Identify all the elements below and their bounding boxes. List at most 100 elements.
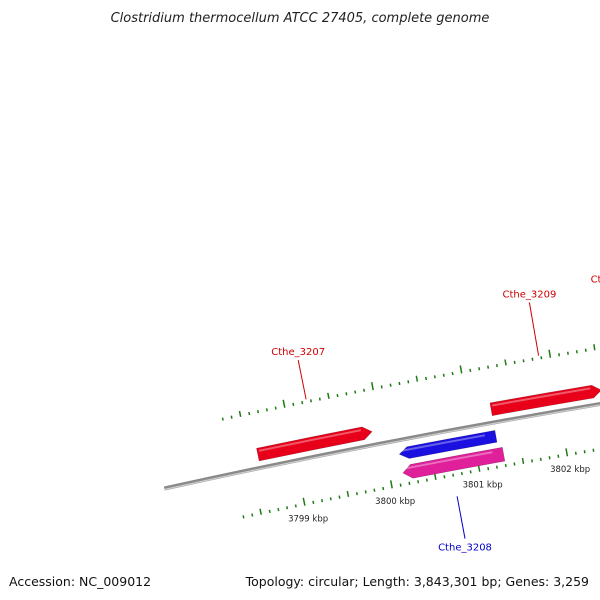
- genome-backbone: [163, 402, 600, 491]
- outer-ring-minor-tick: [575, 350, 578, 354]
- outer-ring-minor-tick: [363, 388, 366, 392]
- gene-arrow[interactable]: [402, 446, 506, 479]
- outer-ring-minor-tick: [301, 400, 304, 405]
- outer-ring-minor-tick: [354, 390, 357, 394]
- inner-ring-minor-tick: [364, 490, 367, 494]
- outer-ring-minor-tick: [345, 392, 348, 396]
- inner-ring-minor-tick: [548, 456, 551, 460]
- inner-ring-major-tick: [389, 480, 393, 489]
- outer-ring-major-tick: [548, 349, 552, 358]
- outer-ring-major-tick: [459, 365, 463, 374]
- inner-ring-minor-tick: [531, 459, 534, 463]
- outer-ring-minor-tick: [478, 367, 481, 371]
- outer-ring-minor-tick: [389, 383, 392, 387]
- inner-ring-minor-tick: [346, 490, 350, 497]
- kbp-tick-label: 3799 kbp: [288, 514, 328, 524]
- gene-arrow-cthe_3208[interactable]: [398, 430, 498, 459]
- outer-ring-minor-tick: [398, 381, 401, 386]
- outer-ring-minor-tick: [415, 375, 419, 382]
- inner-ring-minor-tick: [320, 499, 324, 503]
- gene-features: [256, 384, 600, 479]
- inner-ring-minor-tick: [286, 506, 289, 510]
- inner-ring-minor-tick: [513, 462, 516, 466]
- inner-ring-minor-tick: [417, 480, 420, 484]
- outer-ring-minor-tick: [292, 402, 295, 407]
- outer-ring-minor-tick: [318, 397, 321, 401]
- outer-ring-minor-tick: [558, 353, 561, 357]
- outer-ring-minor-tick: [274, 406, 277, 410]
- outer-ring-minor-tick: [265, 408, 268, 412]
- scale-ticks: [221, 344, 596, 519]
- outer-ring-minor-tick: [221, 417, 224, 421]
- inner-ring-minor-tick: [425, 478, 428, 482]
- outer-ring-minor-tick: [256, 410, 260, 414]
- inner-ring-minor-tick: [268, 509, 271, 514]
- inner-ring-major-tick: [565, 448, 569, 457]
- inner-ring-minor-tick: [408, 481, 411, 486]
- inner-ring-minor-tick: [574, 451, 577, 455]
- outer-ring-minor-tick: [248, 411, 251, 416]
- inner-ring-minor-tick: [495, 465, 498, 469]
- gene-label: Cthe_3209: [502, 290, 556, 301]
- gene-label: Cthe_3210: [591, 275, 600, 286]
- inner-ring-minor-tick: [277, 507, 280, 512]
- inner-ring-minor-tick: [504, 463, 507, 468]
- inner-ring-minor-tick: [469, 470, 472, 474]
- inner-ring-minor-tick: [592, 448, 595, 452]
- outer-ring-minor-tick: [230, 415, 233, 419]
- outer-ring-minor-tick: [513, 360, 516, 365]
- outer-ring-minor-tick: [442, 373, 445, 377]
- outer-ring-minor-tick: [433, 375, 436, 379]
- outer-ring-minor-tick: [531, 357, 534, 361]
- kbp-tick-label: 3802 kbp: [550, 465, 590, 475]
- kbp-tick-label: 3801 kbp: [463, 481, 503, 491]
- inner-ring-major-tick: [302, 497, 306, 506]
- genome-summary-text: Topology: circular; Length: 3,843,301 bp…: [245, 574, 589, 589]
- inner-ring-minor-tick: [382, 486, 385, 491]
- inner-ring-minor-tick: [242, 515, 245, 519]
- inner-ring-minor-tick: [294, 504, 297, 508]
- outer-ring-minor-tick: [540, 356, 543, 360]
- inner-ring-minor-tick: [539, 457, 542, 461]
- inner-ring-minor-tick: [557, 454, 560, 458]
- gene-arrow-cthe_3209[interactable]: [489, 384, 600, 417]
- gene-arrow-highlight: [400, 434, 485, 452]
- gene-arrow-highlight: [403, 451, 493, 470]
- outer-ring-major-tick: [370, 382, 374, 391]
- inner-ring-minor-tick: [355, 492, 358, 496]
- outer-ring-minor-tick: [504, 359, 507, 366]
- inner-ring-minor-tick: [487, 467, 490, 471]
- outer-ring-minor-tick: [336, 393, 339, 398]
- outer-ring-minor-tick: [407, 380, 410, 384]
- inner-ring-minor-tick: [251, 513, 254, 517]
- outer-ring-minor-tick: [327, 392, 330, 399]
- outer-ring-minor-tick: [584, 348, 587, 352]
- accession-text: Accession: NC_009012: [9, 574, 151, 589]
- gene-arrow-cthe_3207[interactable]: [256, 426, 373, 462]
- backbone-line: [163, 402, 600, 491]
- outer-ring-minor-tick: [469, 368, 472, 372]
- inner-ring-minor-tick: [312, 500, 315, 505]
- inner-ring-minor-tick: [452, 473, 455, 477]
- inner-ring-minor-tick: [259, 508, 263, 515]
- inner-ring-minor-tick: [373, 488, 376, 492]
- outer-ring-minor-tick: [522, 359, 525, 363]
- outer-ring-minor-tick: [487, 365, 490, 369]
- outer-ring-minor-tick: [451, 371, 454, 376]
- outer-ring-minor-tick: [238, 410, 242, 417]
- backbone-highlight: [164, 404, 600, 491]
- inner-ring-minor-tick: [583, 450, 586, 454]
- gene-label-leader: [297, 360, 307, 400]
- outer-ring-major-tick: [282, 399, 286, 408]
- inner-ring-minor-tick: [338, 495, 341, 499]
- inner-ring-minor-tick: [460, 471, 463, 476]
- inner-ring-minor-tick: [434, 473, 437, 481]
- inner-ring-minor-tick: [521, 457, 525, 465]
- outer-ring-minor-tick: [566, 351, 569, 355]
- inner-ring-minor-tick: [399, 483, 402, 487]
- outer-ring-minor-tick: [593, 344, 596, 351]
- gene-label-leader: [456, 496, 466, 539]
- outer-ring-minor-tick: [424, 376, 428, 381]
